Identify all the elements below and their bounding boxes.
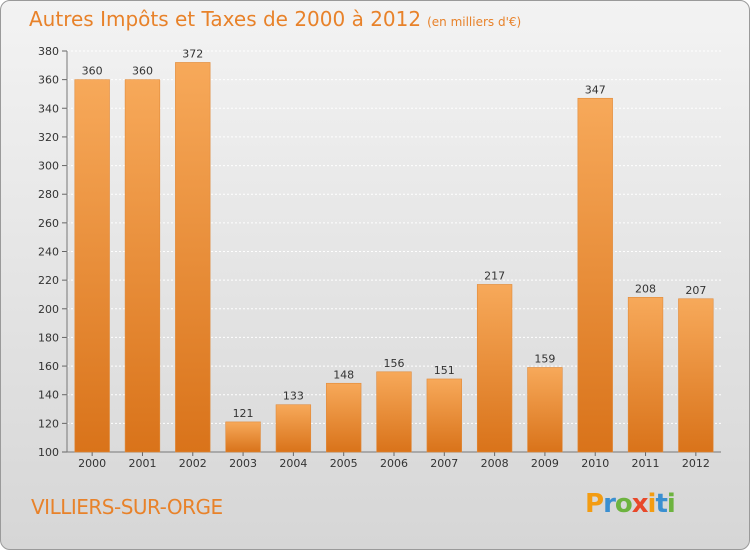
y-tick-label: 380	[38, 45, 59, 58]
data-labels: 360 360 372 121 133 148 156 151 217 159 347 208 207	[82, 47, 707, 419]
bar	[527, 367, 563, 453]
bar	[678, 298, 714, 453]
x-tick-label: 2005	[330, 457, 358, 470]
y-tick-label: 160	[38, 360, 59, 373]
logo-letter: t	[655, 489, 667, 519]
bar	[376, 371, 412, 453]
bar	[627, 297, 664, 453]
bar	[74, 79, 110, 453]
brand-logo[interactable]: Proxiti	[585, 489, 676, 519]
x-tick-label: 2009	[531, 457, 559, 470]
location-name: VILLIERS-SUR-ORGE	[31, 495, 223, 519]
x-tick-label: 2012	[682, 457, 710, 470]
x-tick-label: 2001	[128, 457, 156, 470]
data-label: 148	[333, 368, 354, 381]
data-label: 372	[182, 47, 203, 60]
bars	[74, 62, 714, 453]
data-label: 360	[132, 65, 153, 78]
y-tick-label: 220	[38, 274, 59, 287]
y-tick-label: 340	[38, 102, 59, 115]
bar	[275, 404, 312, 453]
y-tick-label: 360	[38, 74, 59, 87]
y-tick-label: 120	[38, 417, 59, 430]
data-label: 207	[685, 284, 706, 297]
bar	[124, 79, 161, 453]
data-label: 133	[283, 390, 304, 403]
x-tick-label: 2003	[229, 457, 257, 470]
data-label: 121	[233, 407, 254, 420]
y-tick-label: 280	[38, 188, 59, 201]
logo-letter: i	[647, 489, 657, 519]
logo-letter: o	[614, 489, 633, 519]
y-tick-label: 180	[38, 331, 59, 344]
chart-title: Autres Impôts et Taxes de 2000 à 2012 (en…	[29, 7, 521, 31]
x-tick-label: 2007	[430, 457, 458, 470]
chart-title-text: Autres Impôts et Taxes de 2000 à 2012	[29, 7, 422, 31]
logo-letter: r	[603, 489, 616, 519]
x-tick-label: 2006	[380, 457, 408, 470]
y-tick-label: 100	[38, 446, 59, 459]
x-tick-label: 2008	[481, 457, 509, 470]
bar	[225, 421, 261, 453]
data-label: 208	[635, 282, 656, 295]
y-tick-label: 260	[38, 217, 59, 230]
y-axis-ticks: 100 120 140 160 180 200 220 240 260 280 300 320 340 3…	[38, 45, 59, 459]
logo-letter: P	[585, 489, 604, 519]
y-tick-label: 140	[38, 389, 59, 402]
x-tick-label: 2004	[279, 457, 307, 470]
data-label: 360	[82, 65, 103, 78]
x-tick-label: 2002	[179, 457, 207, 470]
logo-letter: x	[631, 489, 649, 519]
y-tick-label: 240	[38, 246, 59, 259]
y-tick-label: 200	[38, 303, 59, 316]
x-tick-label: 2010	[581, 457, 609, 470]
data-label: 156	[384, 357, 405, 370]
chart-unit-label: (en milliers d'€)	[427, 15, 522, 29]
logo-letter: i	[666, 489, 676, 519]
data-label: 151	[434, 364, 455, 377]
data-label: 347	[585, 83, 606, 96]
x-tick-label: 2000	[78, 457, 106, 470]
bar	[476, 284, 513, 453]
data-label: 217	[484, 269, 505, 282]
bar	[175, 62, 211, 453]
y-tick-label: 320	[38, 131, 59, 144]
y-tick-label: 300	[38, 160, 59, 173]
x-axis-ticks: 2000 2001 2002 2003 2004 2005 2006 2007 2008 2009…	[78, 457, 710, 470]
bar	[426, 378, 462, 453]
x-tick-label: 2011	[632, 457, 660, 470]
bar	[326, 382, 362, 453]
data-label: 159	[534, 353, 555, 366]
bar	[577, 97, 613, 453]
